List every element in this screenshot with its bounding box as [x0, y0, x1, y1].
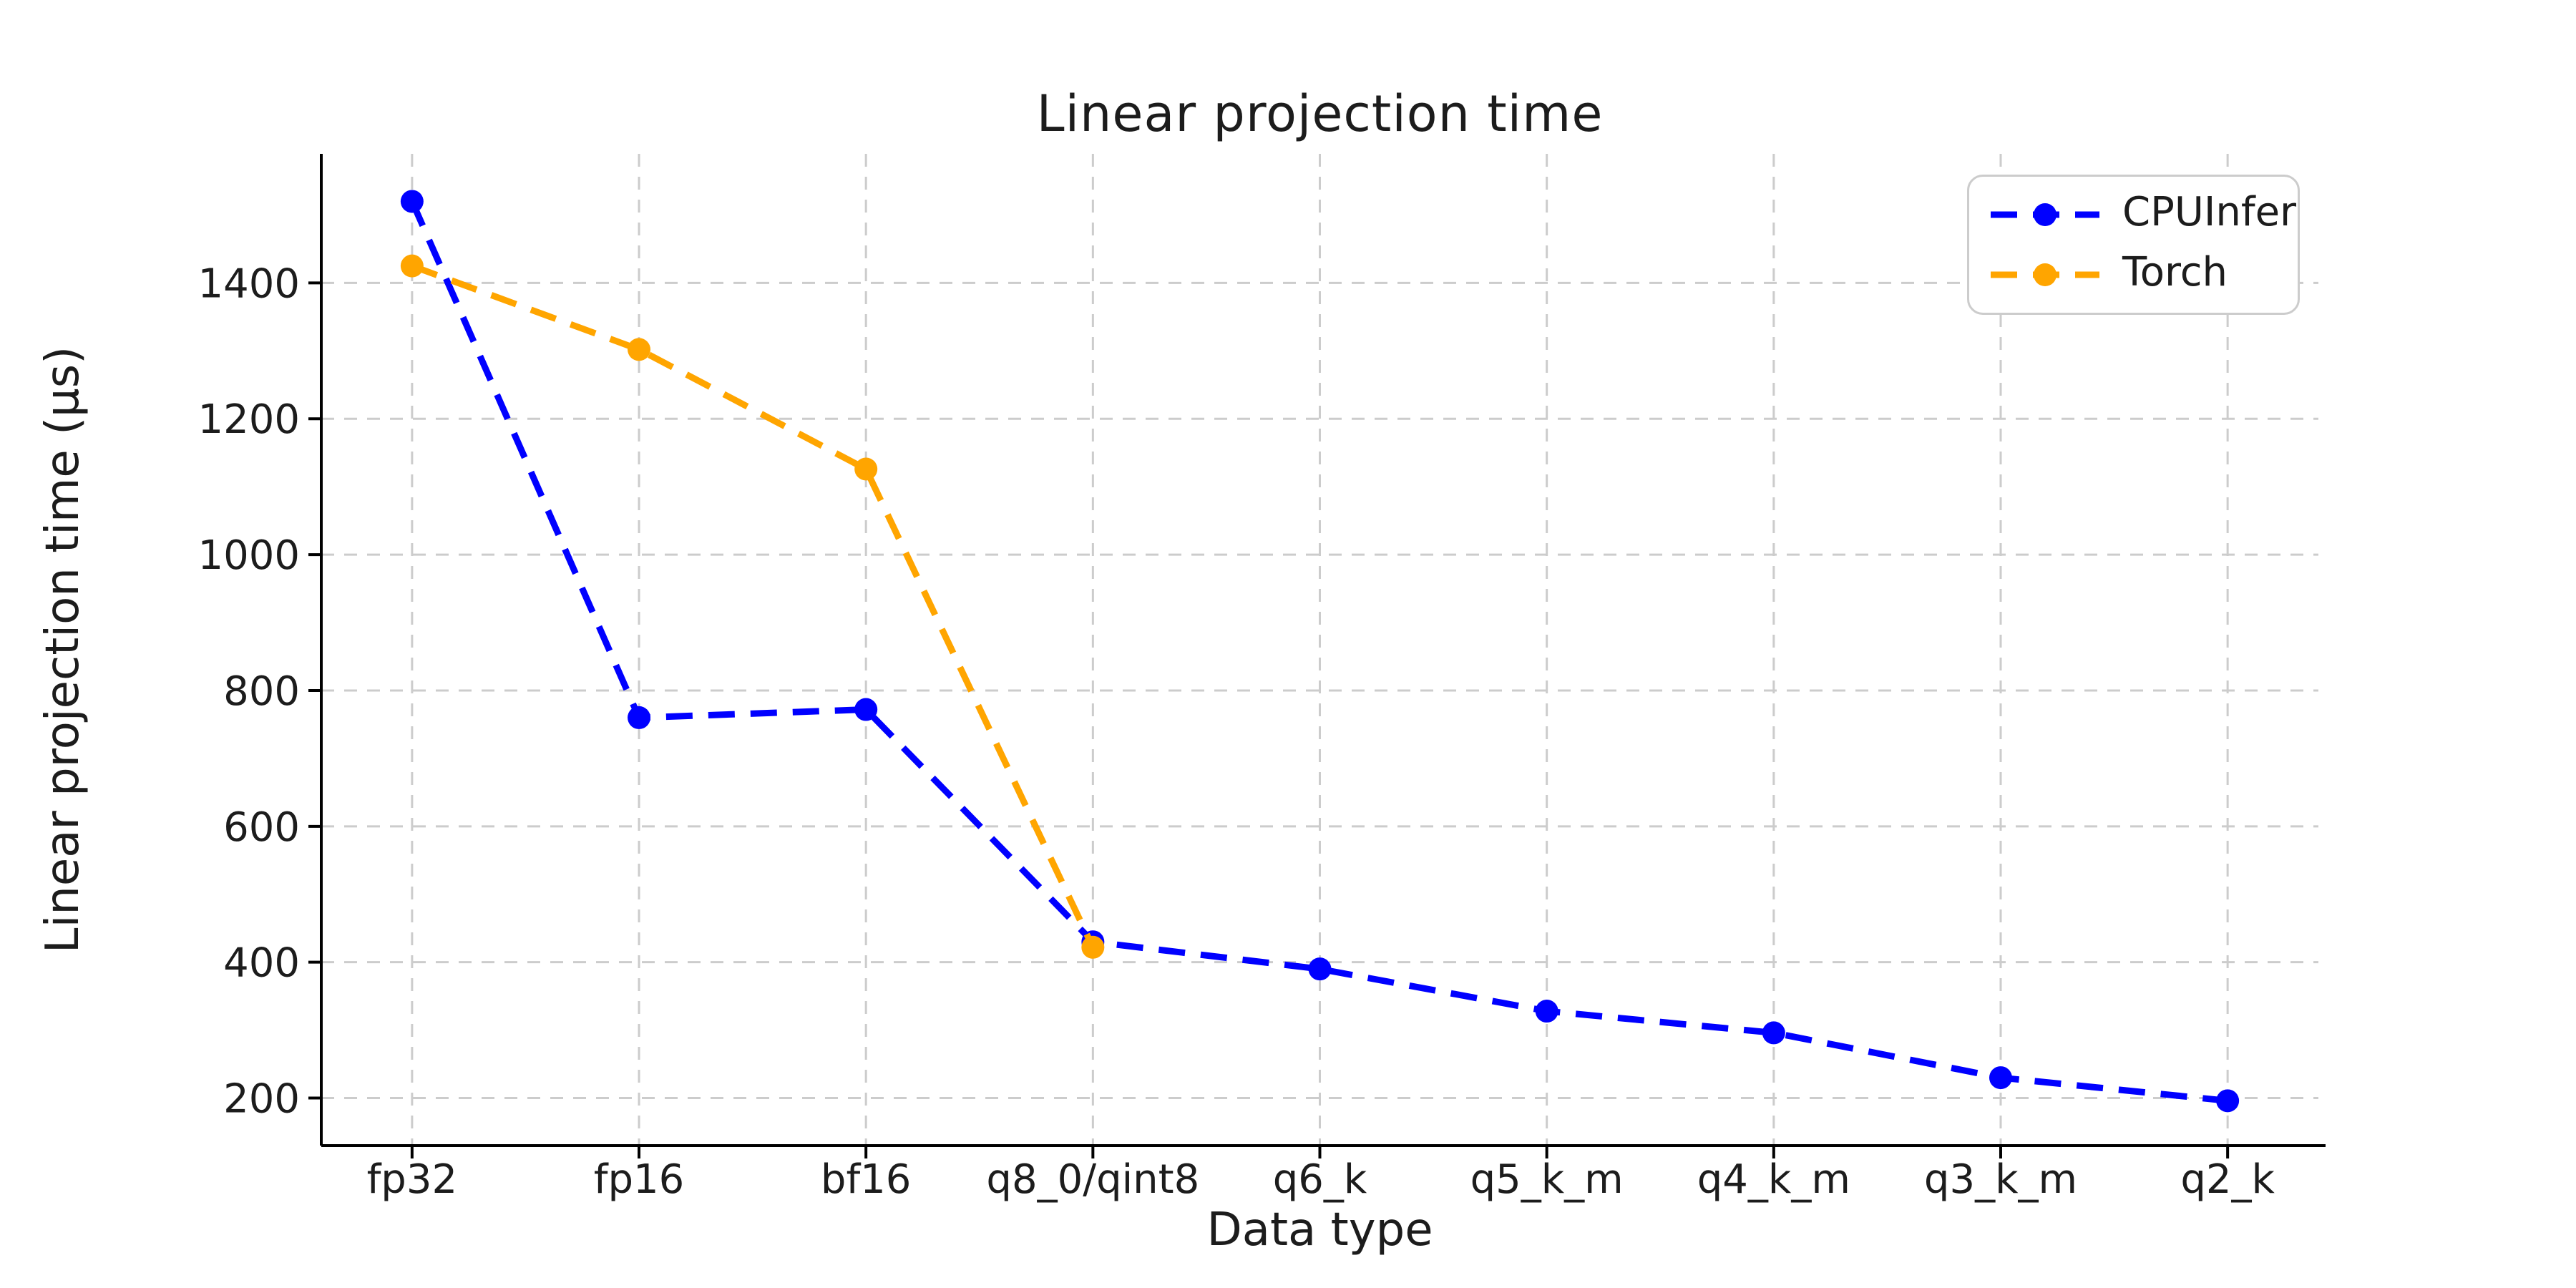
- x-tick-label: q6_k: [1273, 1156, 1367, 1203]
- data-point-torch: [400, 254, 424, 278]
- x-tick-label: q5_k_m: [1470, 1156, 1624, 1203]
- y-tick-label: 200: [223, 1076, 300, 1123]
- legend: CPUInfer Torch: [1967, 175, 2300, 315]
- x-tick-label: fp16: [594, 1156, 685, 1203]
- x-tick-label: q3_k_m: [1924, 1156, 2077, 1203]
- data-point-cpuinfer: [2216, 1089, 2240, 1113]
- y-tick-label: 400: [223, 940, 300, 987]
- legend-item-torch: Torch: [1988, 253, 2298, 297]
- data-point-torch: [1081, 935, 1105, 959]
- y-axis-label: Linear projection time (μs): [36, 346, 89, 954]
- legend-label: CPUInfer: [2122, 189, 2297, 235]
- legend-label: Torch: [2122, 249, 2228, 296]
- legend-item-cpuinfer: CPUInfer: [1988, 192, 2298, 237]
- x-tick-label: q8_0/qint8: [986, 1156, 1199, 1203]
- data-point-torch: [628, 338, 651, 361]
- data-point-cpuinfer: [400, 190, 424, 213]
- y-tick-label: 1400: [197, 260, 300, 307]
- x-tick-label: bf16: [821, 1156, 912, 1203]
- data-point-torch: [854, 457, 878, 481]
- chart-title: Linear projection time: [1036, 84, 1604, 143]
- legend-line-sample-icon: [1991, 203, 2099, 226]
- series-line-cpuinfer: [409, 200, 2228, 1104]
- data-point-cpuinfer: [1535, 1000, 1558, 1023]
- data-point-cpuinfer: [1989, 1066, 2012, 1090]
- data-point-cpuinfer: [1308, 957, 1332, 981]
- series-line-torch: [411, 263, 1096, 949]
- data-point-cpuinfer: [628, 706, 651, 729]
- x-tick-label: fp32: [367, 1156, 458, 1203]
- legend-line-sample-icon: [1991, 263, 2099, 286]
- x-axis-label: Data type: [1206, 1204, 1433, 1257]
- x-tick-label: q2_k: [2180, 1156, 2275, 1203]
- y-tick-label: 1000: [197, 532, 300, 579]
- y-tick-label: 1200: [197, 396, 300, 443]
- y-tick-label: 800: [223, 668, 300, 715]
- data-point-cpuinfer: [854, 698, 878, 721]
- y-tick-label: 600: [223, 804, 300, 851]
- data-point-cpuinfer: [1762, 1021, 1785, 1045]
- x-tick-label: q4_k_m: [1697, 1156, 1850, 1203]
